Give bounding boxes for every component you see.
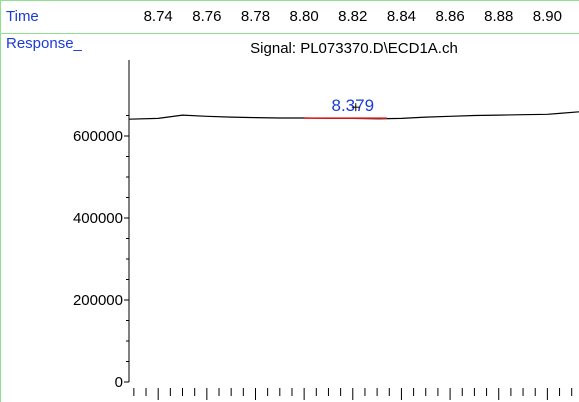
frame-left-border xyxy=(0,0,1,402)
y-tick-label: 600000 xyxy=(73,128,123,145)
x-tick-label: 8.74 xyxy=(144,8,173,25)
x-tick-label: 8.80 xyxy=(290,8,319,25)
chart-title: Signal: PL073370.D\ECD1A.ch xyxy=(250,40,458,57)
y-tick-label: 0 xyxy=(115,374,123,391)
x-tick-label: 8.84 xyxy=(387,8,416,25)
x-tick-label: 8.88 xyxy=(484,8,513,25)
x-tick-label: 8.86 xyxy=(435,8,464,25)
x-tick-label: 8.76 xyxy=(192,8,221,25)
x-tick-label: 8.90 xyxy=(533,8,562,25)
x-tick-label: 8.82 xyxy=(338,8,367,25)
response-row-label: Response_ xyxy=(6,35,82,52)
frame-top-border xyxy=(0,0,579,1)
frame-row-separator xyxy=(0,33,579,34)
x-tick-label: 8.78 xyxy=(241,8,270,25)
y-tick-label: 200000 xyxy=(73,292,123,309)
peak-label: 8.379 xyxy=(332,96,375,115)
y-tick-label: 400000 xyxy=(73,210,123,227)
time-row-label: Time xyxy=(6,8,39,25)
